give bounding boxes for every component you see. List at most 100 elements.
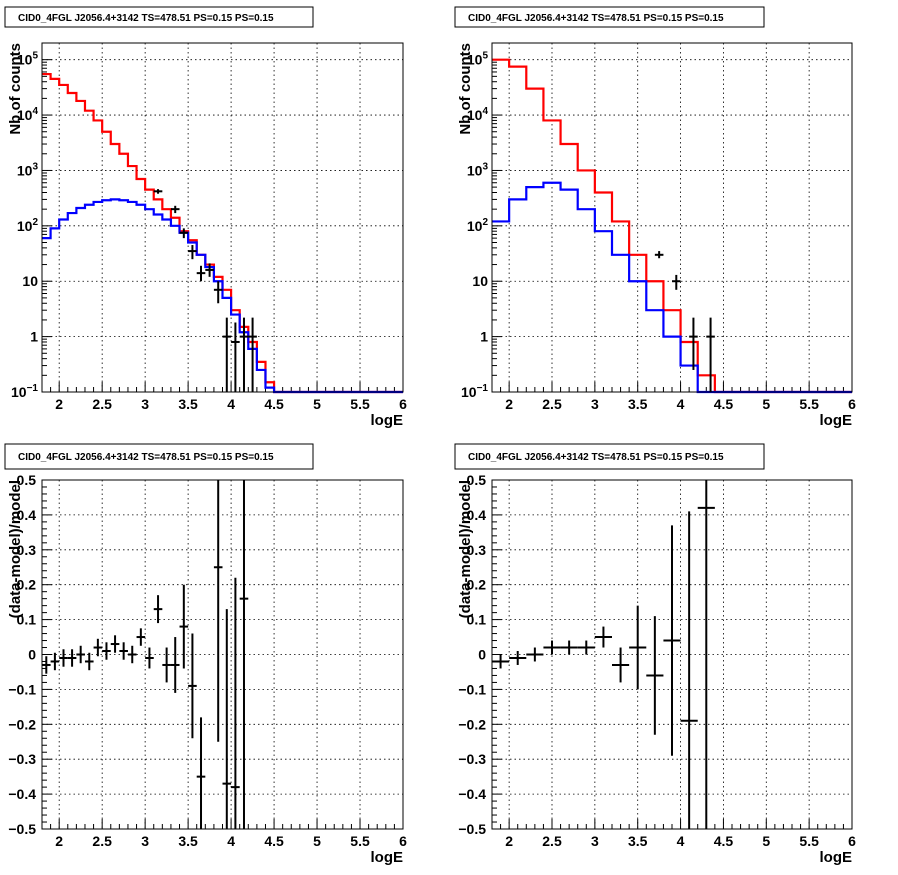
y-tick-label: 0.5 bbox=[467, 472, 487, 488]
x-tick-label: 2.5 bbox=[92, 396, 112, 412]
x-tick-label: 5.5 bbox=[350, 833, 370, 849]
residual-point bbox=[136, 628, 146, 646]
y-tick-label: −0.1 bbox=[8, 681, 36, 697]
data-point bbox=[205, 263, 214, 277]
residual-point bbox=[145, 647, 154, 669]
x-tick-label: 4.5 bbox=[714, 833, 734, 849]
y-tick-label: 10 bbox=[472, 273, 488, 289]
x-tick-label: 2.5 bbox=[542, 833, 562, 849]
x-tick-label: 4 bbox=[677, 833, 685, 849]
residual-point bbox=[222, 609, 232, 829]
y-tick-label: −0.3 bbox=[458, 751, 486, 767]
y-tick-label: 0 bbox=[478, 647, 486, 663]
y-tick-label: 104 bbox=[467, 106, 489, 123]
residual-point bbox=[543, 640, 561, 655]
y-tick-label: −0.5 bbox=[8, 821, 36, 837]
data-point bbox=[179, 228, 189, 239]
x-tick-label: 3.5 bbox=[628, 396, 648, 412]
y-axis-title: Nb of counts bbox=[7, 43, 24, 135]
grid-lines bbox=[492, 43, 852, 392]
x-axis-title: logE bbox=[820, 412, 853, 429]
grid-lines bbox=[42, 480, 403, 829]
y-tick-label: −0.3 bbox=[8, 751, 36, 767]
x-tick-label: 5 bbox=[762, 396, 770, 412]
data-point bbox=[248, 317, 257, 392]
x-tick-label: 2 bbox=[55, 396, 63, 412]
residual-point bbox=[231, 577, 240, 829]
x-tick-label: 5 bbox=[313, 396, 321, 412]
y-tick-label: 102 bbox=[17, 217, 39, 234]
x-tick-label: 4.5 bbox=[264, 833, 284, 849]
x-tick-label: 2 bbox=[55, 833, 63, 849]
data-point bbox=[231, 322, 240, 392]
chart-title-box bbox=[4, 443, 314, 470]
x-tick-label: 2.5 bbox=[542, 396, 562, 412]
y-tick-label: −0.2 bbox=[8, 716, 36, 732]
axis-ticks bbox=[41, 42, 404, 393]
chart-title: CID0_4FGL J2056.4+3142 TS=478.51 PS=0.15… bbox=[468, 452, 724, 463]
y-tick-label: −0.2 bbox=[458, 716, 486, 732]
x-tick-label: 2 bbox=[505, 833, 513, 849]
y-tick-label: 104 bbox=[17, 106, 39, 123]
x-tick-label: 3 bbox=[141, 396, 149, 412]
y-tick-label: 102 bbox=[467, 217, 489, 234]
y-axis-title: (data-model)/model bbox=[7, 480, 24, 618]
residual-point bbox=[594, 626, 612, 648]
x-tick-label: 3.5 bbox=[628, 833, 648, 849]
x-tick-label: 4.5 bbox=[714, 396, 734, 412]
residual-point bbox=[680, 511, 698, 829]
axis-ticks bbox=[41, 479, 404, 830]
x-tick-label: 5.5 bbox=[799, 833, 819, 849]
data-point bbox=[689, 317, 698, 370]
x-tick-label: 4 bbox=[227, 833, 235, 849]
residual-point bbox=[59, 649, 68, 667]
residual-point bbox=[119, 642, 128, 660]
x-axis-title: logE bbox=[371, 412, 404, 429]
y-tick-label: 0.4 bbox=[17, 507, 37, 523]
y-tick-label: 0.2 bbox=[17, 577, 37, 593]
data-point bbox=[153, 189, 163, 194]
residual-point bbox=[93, 638, 103, 657]
data-point bbox=[706, 317, 715, 392]
residual-point bbox=[179, 584, 189, 669]
x-tick-label: 6 bbox=[848, 396, 856, 412]
x-tick-label: 6 bbox=[399, 396, 407, 412]
x-tick-label: 4 bbox=[227, 396, 235, 412]
residual-point bbox=[110, 635, 120, 653]
residual-point bbox=[560, 640, 578, 655]
x-tick-label: 3.5 bbox=[178, 833, 198, 849]
chart-bottom-left: CID0_4FGL J2056.4+3142 TS=478.51 PS=0.15… bbox=[4, 443, 407, 866]
chart-title-box bbox=[4, 6, 314, 28]
x-tick-label: 6 bbox=[399, 833, 407, 849]
data-point bbox=[239, 317, 249, 392]
residual-point bbox=[188, 633, 197, 739]
data-point bbox=[196, 265, 206, 282]
y-tick-label: 10 bbox=[22, 273, 38, 289]
plot-frame bbox=[41, 42, 404, 393]
axis-ticks bbox=[491, 42, 853, 393]
y-tick-label: 0.5 bbox=[17, 472, 37, 488]
residual-point bbox=[213, 480, 223, 742]
y-tick-label: 0.3 bbox=[467, 542, 487, 558]
y-tick-label: 1 bbox=[480, 329, 488, 345]
x-axis-title: logE bbox=[371, 849, 404, 866]
y-tick-label: 105 bbox=[467, 51, 489, 68]
residual-point bbox=[492, 654, 510, 669]
residual-point bbox=[67, 649, 77, 667]
residual-point bbox=[42, 656, 51, 674]
residual-point bbox=[162, 647, 171, 683]
x-tick-label: 6 bbox=[848, 833, 856, 849]
y-tick-label: 0.1 bbox=[17, 612, 37, 628]
chart-top-right: CID0_4FGL J2056.4+3142 TS=478.51 PS=0.15… bbox=[454, 6, 856, 429]
chart-title-box bbox=[454, 6, 765, 28]
y-tick-label: 0.4 bbox=[467, 507, 487, 523]
data-point bbox=[654, 251, 664, 259]
x-tick-label: 3 bbox=[591, 833, 599, 849]
residual-point bbox=[663, 525, 681, 756]
plot-frame bbox=[491, 479, 853, 830]
y-tick-label: −0.5 bbox=[458, 821, 486, 837]
residual-point bbox=[153, 595, 163, 624]
residual-point bbox=[509, 651, 527, 665]
residual-point bbox=[526, 647, 544, 662]
y-tick-label: −0.4 bbox=[458, 786, 486, 802]
